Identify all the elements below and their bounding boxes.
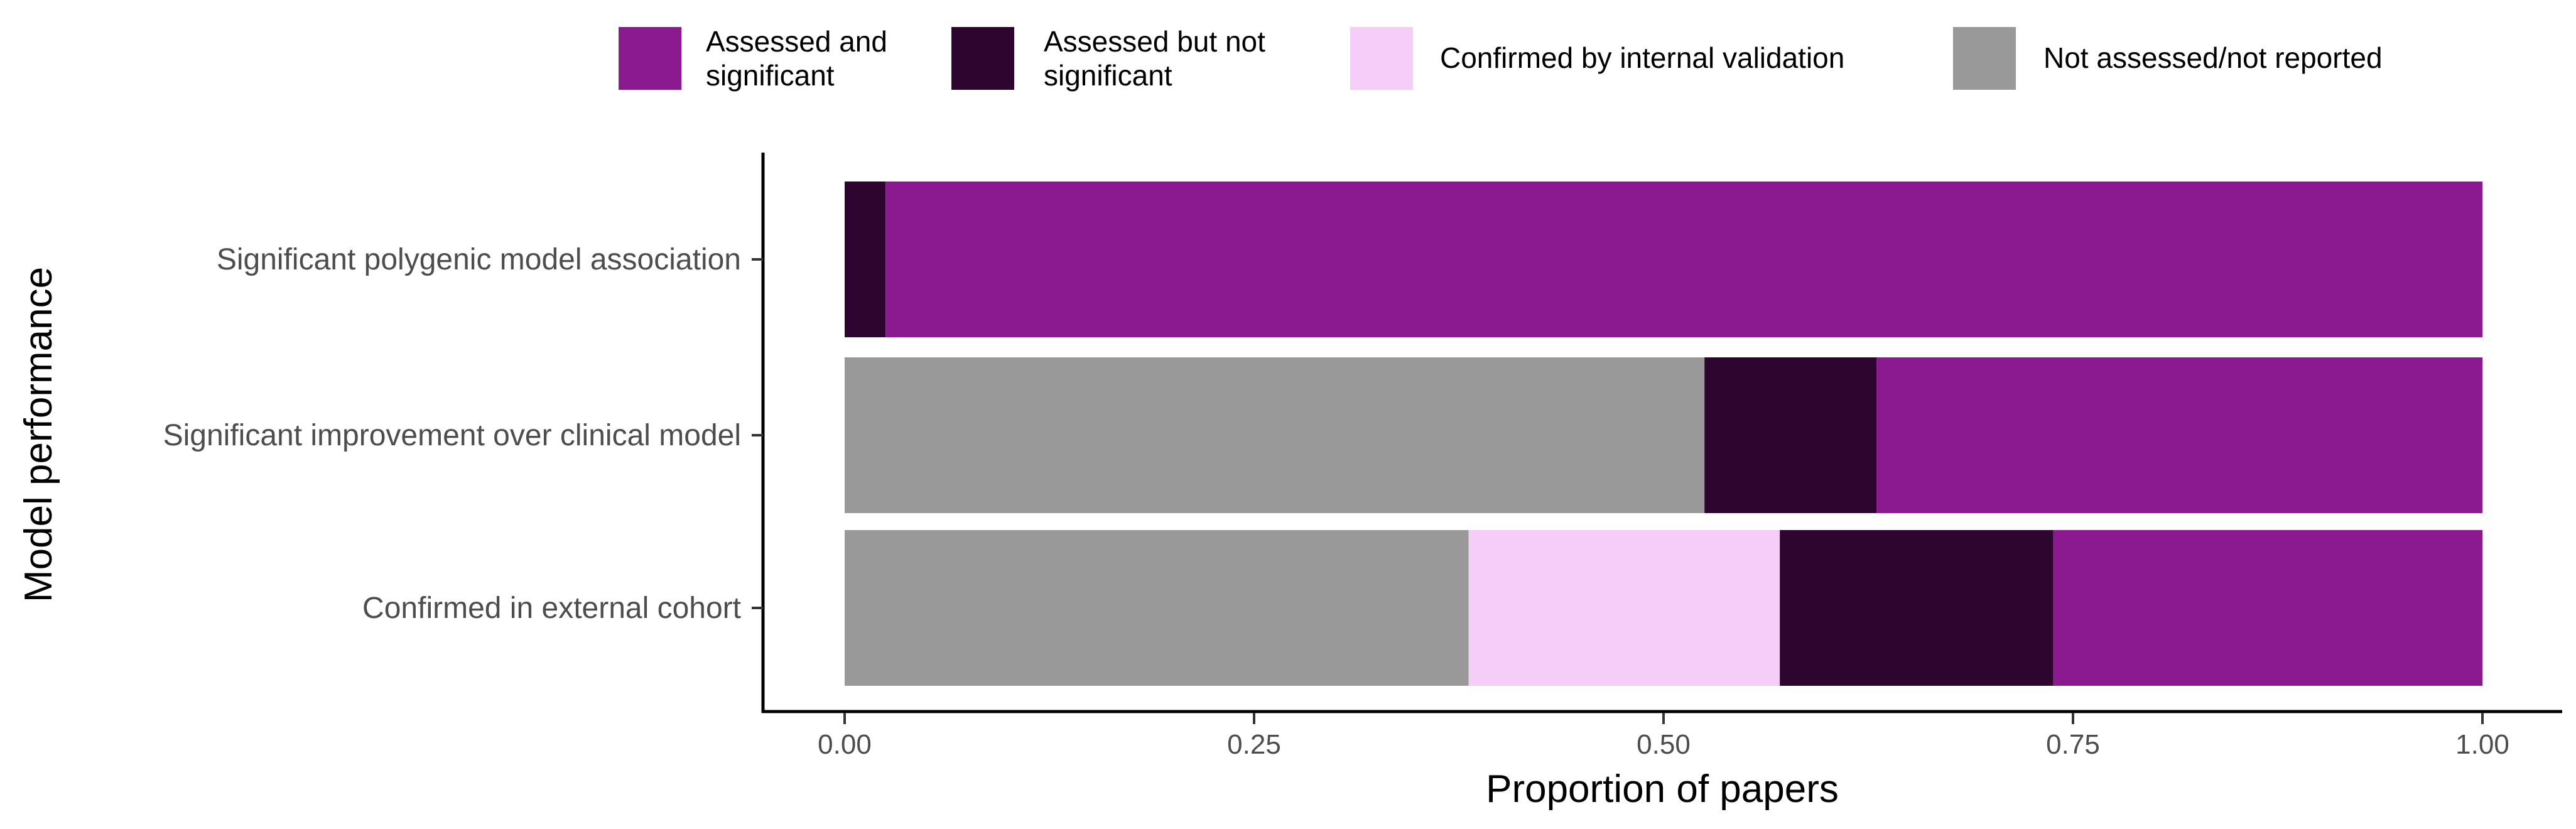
legend: Assessed and significant Assessed but not s…: [619, 25, 2383, 92]
bar-segment-assessed-but-not-significant-row-1: [845, 182, 886, 337]
bar-segment-assessed-and-significant-row-2: [1876, 357, 2482, 513]
legend-label-assessed-and-significant: Assessed and significant: [706, 25, 887, 92]
x-tick-label: 0.00: [818, 729, 872, 760]
x-tick-label: 0.25: [1227, 729, 1281, 760]
axes: [761, 153, 2562, 713]
y-category-label: Confirmed in external cohort: [362, 592, 741, 625]
legend-label-assessed-but-not-significant: Assessed but not significant: [1044, 25, 1265, 92]
bar-segment-not-assessed-not-reported-row-3: [845, 530, 1469, 686]
legend-label-not-assessed-not-reported: Not assessed/not reported: [2043, 41, 2383, 74]
x-tick-label: 1.00: [2455, 729, 2509, 760]
x-tick-label: 0.50: [1637, 729, 1691, 760]
legend-label-confirmed-by-internal-validation: Confirmed by internal validation: [1440, 41, 1844, 74]
bar-segment-not-assessed-not-reported-row-2: [845, 357, 1705, 513]
y-ticks: Significant polygenic model association S…: [163, 243, 763, 625]
legend-key-confirmed-by-internal-validation: [1350, 27, 1413, 90]
bar-segment-assessed-and-significant-row-3: [2053, 530, 2482, 686]
plot-bars: [845, 182, 2482, 686]
bar-segment-assessed-and-significant-row-1: [885, 182, 2482, 337]
legend-key-assessed-but-not-significant: [951, 27, 1014, 90]
x-ticks: 0.00 0.25 0.50 0.75 1.00: [818, 713, 2509, 760]
y-category-label: Significant polygenic model association: [217, 243, 741, 276]
bar-segment-assessed-but-not-significant-row-3: [1780, 530, 2054, 686]
x-axis-title: Proportion of papers: [1486, 767, 1839, 811]
legend-key-not-assessed-not-reported: [1953, 27, 2016, 90]
x-tick-label: 0.75: [2046, 729, 2100, 760]
y-category-label: Significant improvement over clinical mo…: [163, 419, 741, 452]
bar-segment-confirmed-by-internal-validation-row-3: [1468, 530, 1780, 686]
bar-segment-assessed-but-not-significant-row-2: [1704, 357, 1877, 513]
legend-key-assessed-and-significant: [619, 27, 681, 90]
y-axis-title: Model performance: [17, 267, 60, 602]
